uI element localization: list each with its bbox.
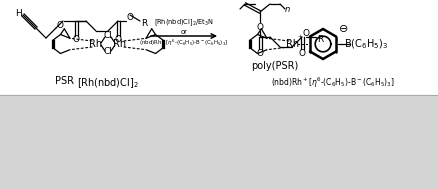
Text: O: O [114, 36, 121, 44]
Text: PSR: PSR [56, 76, 74, 86]
Text: Rh: Rh [286, 39, 300, 49]
Text: Cl: Cl [103, 47, 113, 57]
Text: Rh: Rh [113, 39, 127, 49]
Text: (nbd)Rh$^+$[$\eta^6$-(C$_6$H$_5$)-B$^-$(C$_6$H$_5$)$_3$]: (nbd)Rh$^+$[$\eta^6$-(C$_6$H$_5$)-B$^-$(… [271, 76, 395, 90]
Text: O: O [57, 20, 64, 29]
Text: Rh: Rh [89, 39, 102, 49]
Text: O: O [303, 29, 310, 39]
Text: R: R [317, 36, 323, 44]
Text: O: O [257, 22, 264, 32]
Bar [0, 95, 438, 189]
Text: Cl: Cl [103, 32, 113, 40]
Text: O: O [299, 49, 305, 57]
Text: [Rh(nbd)Cl]$_2$: [Rh(nbd)Cl]$_2$ [77, 76, 139, 90]
Text: O: O [257, 49, 264, 57]
Text: H: H [14, 9, 21, 19]
Text: (nbd)Rh$^+$[$\eta^6$-(C$_6$H$_5$)-B$^-$(C$_6$H$_5$)$_3$]: (nbd)Rh$^+$[$\eta^6$-(C$_6$H$_5$)-B$^-$(… [139, 38, 229, 48]
Text: $\ominus$: $\ominus$ [338, 23, 348, 35]
Text: O: O [127, 13, 134, 22]
Text: $n$: $n$ [284, 5, 290, 15]
Text: O: O [73, 36, 80, 44]
Text: or: or [180, 29, 187, 35]
Text: poly(PSR): poly(PSR) [251, 61, 299, 71]
Text: $^+$: $^+$ [297, 33, 304, 43]
Bar [0, 0, 438, 95]
Text: B(C$_6$H$_5$)$_3$: B(C$_6$H$_5$)$_3$ [344, 37, 388, 51]
Text: [Rh(nbd)Cl]$_2$/Et$_3$N: [Rh(nbd)Cl]$_2$/Et$_3$N [154, 18, 214, 28]
Text: R: R [141, 19, 147, 29]
